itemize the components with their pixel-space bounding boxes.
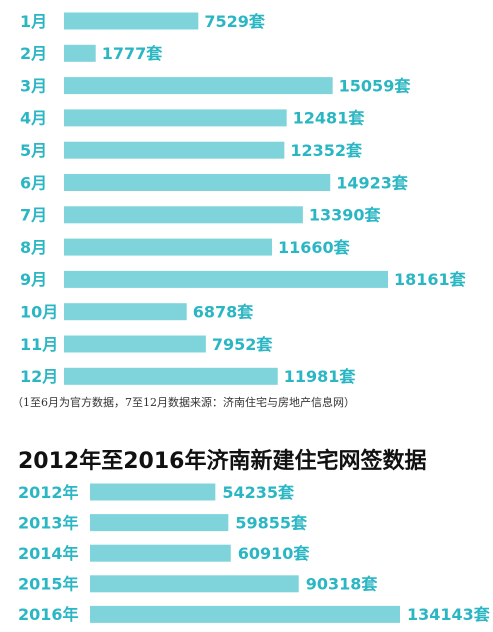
value-label: 11981套 xyxy=(284,367,357,386)
value-label: 11660套 xyxy=(278,238,351,257)
value-label: 18161套 xyxy=(394,270,467,289)
category-label: 8月 xyxy=(20,238,47,257)
yearly-bar-chart: 2012年 54235套 2013年 59855套 2014年 60910套 2015年 90… xyxy=(18,483,491,624)
bar xyxy=(64,141,285,159)
bar xyxy=(64,335,206,353)
category-label: 6月 xyxy=(20,173,47,192)
yearly-chart-title: 2012年至2016年济南新建住宅网签数据 xyxy=(18,448,426,474)
category-label: 7月 xyxy=(20,206,47,225)
data-source-note: （1至6月为官方数据，7至12月数据来源：济南住宅与房地产信息网） xyxy=(12,395,355,409)
category-label: 12月 xyxy=(20,367,58,386)
bar xyxy=(64,270,388,288)
value-label: 12481套 xyxy=(293,109,366,128)
category-label: 1月 xyxy=(20,12,47,31)
value-label: 54235套 xyxy=(222,483,295,502)
value-label: 15059套 xyxy=(339,76,412,95)
category-label: 2014年 xyxy=(18,544,79,563)
bar xyxy=(64,206,303,224)
bar xyxy=(90,514,229,532)
category-label: 2016年 xyxy=(18,605,79,624)
category-label: 2月 xyxy=(20,44,47,63)
bar xyxy=(90,575,299,593)
bar xyxy=(64,367,278,385)
bar xyxy=(90,544,231,562)
category-label: 2013年 xyxy=(18,513,79,532)
bar xyxy=(64,77,333,95)
bar xyxy=(64,12,199,30)
category-label: 4月 xyxy=(20,109,47,128)
value-label: 7952套 xyxy=(212,335,274,354)
category-label: 5月 xyxy=(20,141,47,160)
monthly-bar-chart: 1月 7529套 2月 1777套 3月 15059套 4月 12481套 5月 12352套 6月… xyxy=(20,12,467,386)
bar xyxy=(90,605,400,623)
value-label: 14923套 xyxy=(336,173,409,192)
bar xyxy=(64,303,187,321)
value-label: 1777套 xyxy=(102,44,164,63)
value-label: 59855套 xyxy=(235,513,308,532)
category-label: 11月 xyxy=(20,335,58,354)
value-label: 134143套 xyxy=(407,605,491,624)
value-label: 7529套 xyxy=(204,12,266,31)
category-label: 10月 xyxy=(20,302,58,321)
bar xyxy=(90,483,216,501)
value-label: 6878套 xyxy=(193,302,255,321)
value-label: 13390套 xyxy=(309,206,382,225)
value-label: 60910套 xyxy=(238,544,311,563)
bar xyxy=(64,238,273,256)
value-label: 90318套 xyxy=(306,575,379,594)
bar xyxy=(64,109,287,127)
category-label: 9月 xyxy=(20,270,47,289)
category-label: 2012年 xyxy=(18,483,79,502)
bar xyxy=(64,174,331,191)
bar xyxy=(64,44,96,62)
category-label: 3月 xyxy=(20,76,47,95)
category-label: 2015年 xyxy=(18,575,79,594)
value-label: 12352套 xyxy=(290,141,363,160)
